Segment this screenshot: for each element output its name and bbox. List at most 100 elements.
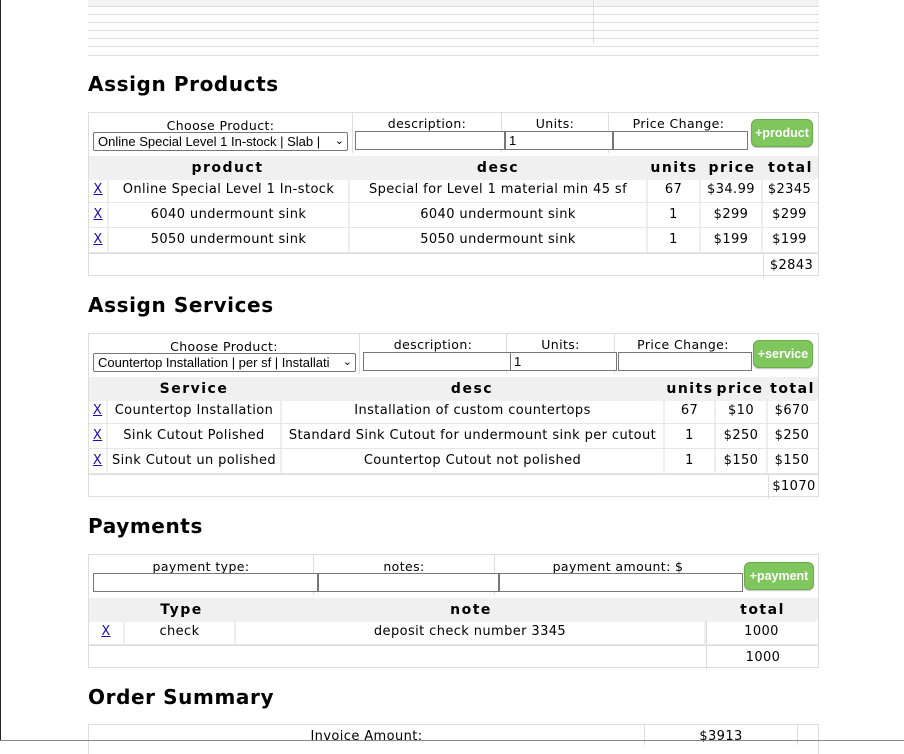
products-total-row: $2843 — [89, 253, 818, 278]
service-select[interactable]: Countertop Installation | per sf | Insta… — [93, 353, 356, 372]
payments-grand-total: 1000 — [706, 646, 819, 670]
table-row: X Sink Cutout Polished Standard Sink Cut… — [89, 424, 818, 449]
payment-type-cell: payment type: — [89, 555, 318, 595]
service-total: $250 — [768, 424, 818, 448]
previous-table-residual — [88, 0, 819, 56]
col-desc: desc — [476, 160, 520, 176]
product-price-change-input[interactable] — [613, 131, 748, 150]
remove-link[interactable]: X — [101, 624, 111, 639]
products-grand-total: $2843 — [763, 254, 819, 278]
choose-product-cell: Choose Product: Online Special Level 1 I… — [89, 113, 353, 153]
payment-note: deposit check number 3345 — [236, 620, 706, 644]
col-product: product — [191, 160, 264, 176]
product-units: 67 — [648, 178, 701, 202]
add-service-button[interactable]: +service — [753, 340, 813, 368]
window-left-border — [0, 0, 1, 741]
col-desc: desc — [450, 381, 494, 397]
product-units-input[interactable]: 1 — [505, 131, 613, 150]
product-price-change-label: Price Change: — [632, 116, 725, 131]
table-row: X check deposit check number 3345 1000 — [89, 620, 818, 645]
payment-type: check — [125, 620, 236, 644]
service-name: Countertop Installation — [108, 399, 282, 423]
remove-link[interactable]: X — [92, 403, 103, 418]
service-name: Sink Cutout Polished — [108, 424, 282, 448]
payment-amount-label: payment amount: $ — [552, 559, 684, 574]
service-description-cell: description: — [360, 334, 511, 374]
choose-service-cell: Choose Product: Countertop Installation … — [89, 334, 360, 374]
assign-services-heading: Assign Services — [88, 293, 274, 317]
remove-link[interactable]: X — [93, 232, 103, 247]
product-select-value: Online Special Level 1 In-stock | Slab | — [98, 134, 321, 149]
product-name: 6040 undermount sink — [109, 203, 350, 227]
payment-total: 1000 — [706, 620, 818, 644]
description-cell: description: — [353, 113, 505, 153]
col-total: total — [740, 602, 785, 618]
payment-amount-cell: payment amount: $ — [495, 555, 743, 595]
remove-link[interactable]: X — [93, 207, 103, 222]
payment-notes-cell: notes: — [314, 555, 499, 595]
col-units: units — [650, 160, 698, 176]
chevron-down-icon: ⌄ — [334, 135, 344, 147]
col-note: note — [450, 602, 492, 618]
choose-service-label: Choose Product: — [170, 339, 278, 354]
col-total: total — [768, 160, 813, 176]
invoice-amount-value: $3913 — [699, 729, 743, 744]
service-price-change-label: Price Change: — [637, 337, 729, 352]
payments-table-header: Type note total — [89, 598, 818, 622]
payment-type-input[interactable] — [93, 573, 318, 592]
remove-link[interactable]: X — [93, 182, 103, 197]
col-units: units — [666, 381, 714, 397]
product-total: $299 — [763, 203, 818, 227]
service-units: 1 — [665, 449, 716, 473]
product-desc: Special for Level 1 material min 45 sf — [350, 178, 648, 202]
product-price: $34.99 — [701, 178, 763, 202]
service-desc: Installation of custom countertops — [282, 399, 665, 423]
payments-panel: payment type: notes: payment amount: $ +… — [88, 554, 819, 670]
assign-products-heading: Assign Products — [88, 72, 279, 96]
services-total-row: $1070 — [89, 474, 818, 499]
product-description-label: description: — [387, 116, 467, 131]
product-desc: 6040 undermount sink — [350, 203, 648, 227]
product-select[interactable]: Online Special Level 1 In-stock | Slab |… — [93, 132, 348, 151]
service-units: 1 — [665, 424, 716, 448]
payment-form: payment type: notes: payment amount: $ +… — [89, 555, 818, 595]
col-service: Service — [159, 381, 229, 397]
service-price-change-input[interactable] — [618, 352, 752, 371]
units-cell: Units: 1 — [502, 113, 613, 153]
product-units-label: Units: — [535, 116, 575, 131]
invoice-amount-label: Invoice Amount: — [310, 729, 423, 744]
product-units: 1 — [648, 228, 701, 252]
service-select-value: Countertop Installation | per sf | Insta… — [98, 355, 330, 370]
product-units: 1 — [648, 203, 701, 227]
service-description-input[interactable] — [363, 352, 511, 371]
product-desc: 5050 undermount sink — [350, 228, 648, 252]
service-units-input[interactable]: 1 — [510, 352, 617, 371]
service-name: Sink Cutout un polished — [108, 449, 282, 473]
product-description-input[interactable] — [355, 131, 505, 150]
payment-type-label: payment type: — [152, 559, 250, 574]
remove-link[interactable]: X — [92, 453, 103, 468]
product-total: $199 — [763, 228, 818, 252]
table-row: X Sink Cutout un polished Countertop Cut… — [89, 449, 818, 474]
remove-link[interactable]: X — [92, 428, 103, 443]
service-description-label: description: — [393, 337, 473, 352]
services-panel: Choose Product: Countertop Installation … — [88, 333, 819, 499]
table-row: X Online Special Level 1 In-stock Specia… — [89, 178, 818, 203]
product-total: $2345 — [763, 178, 818, 202]
payments-heading: Payments — [88, 514, 203, 538]
service-desc: Countertop Cutout not polished — [282, 449, 665, 473]
choose-product-label: Choose Product: — [166, 118, 275, 133]
service-units-cell: Units: 1 — [507, 334, 617, 374]
payment-amount-input[interactable] — [499, 573, 743, 592]
service-form: Choose Product: Countertop Installation … — [89, 334, 818, 374]
service-units: 67 — [665, 399, 716, 423]
service-price: $150 — [716, 449, 768, 473]
add-payment-button[interactable]: +payment — [744, 562, 814, 590]
payment-notes-input[interactable] — [318, 573, 499, 592]
service-total: $150 — [768, 449, 818, 473]
table-row: X Countertop Installation Installation o… — [89, 399, 818, 424]
payment-notes-label: notes: — [383, 559, 425, 574]
add-product-button[interactable]: +product — [751, 119, 813, 147]
product-price: $199 — [701, 228, 763, 252]
price-change-cell: Price Change: — [609, 113, 748, 153]
